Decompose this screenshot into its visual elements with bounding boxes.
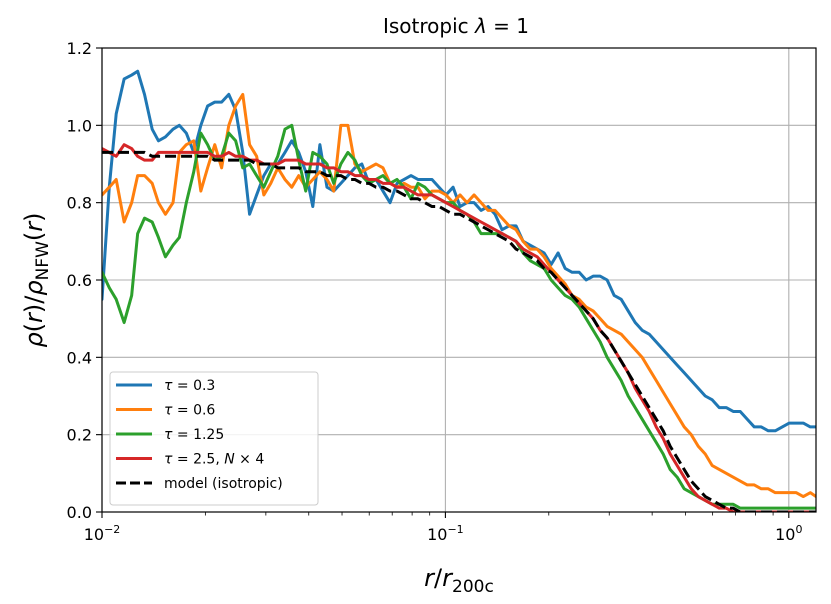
y-tick-label: 0.2 — [67, 426, 92, 445]
y-tick-label: 0.4 — [67, 348, 92, 367]
y-tick-label: 0.8 — [67, 194, 92, 213]
x-tick-label: 100 — [775, 523, 802, 544]
y-tick-label: 1.2 — [67, 39, 92, 58]
legend-label: model (isotropic) — [164, 476, 283, 492]
series-line-4 — [102, 143, 816, 512]
series-lines — [102, 69, 816, 512]
legend-label: τ = 2.5, N × 4 — [164, 452, 264, 468]
legend: τ = 0.3 τ = 0.6 τ = 1.25 τ = 2.5, N × 4 mode… — [109, 371, 319, 506]
y-tick-label: 0.0 — [67, 503, 92, 522]
y-axis-label: ρ(r)/ρNFW(r) — [20, 212, 53, 347]
legend-label: τ = 0.3 — [164, 378, 215, 394]
x-tick-label: 10−2 — [84, 523, 121, 544]
chart-title: Isotropic λ = 1 — [383, 14, 529, 38]
legend-box — [109, 371, 319, 506]
series-line-2 — [102, 92, 816, 499]
series-line-1 — [102, 69, 816, 433]
x-tick-label: 10−1 — [427, 523, 464, 544]
tick-labels: 0.0 0.2 0.4 0.6 0.8 1.0 1.2 10−2 10−1 100 — [67, 39, 803, 544]
series-line-5 — [102, 150, 816, 512]
x-axis-label: r/r200c — [424, 564, 494, 597]
y-tick-label: 1.0 — [67, 116, 92, 135]
legend-label: τ = 0.6 — [164, 403, 215, 419]
y-tick-label: 0.6 — [67, 271, 92, 290]
axis-ticks — [96, 47, 790, 518]
legend-label: τ = 1.25 — [164, 427, 224, 443]
